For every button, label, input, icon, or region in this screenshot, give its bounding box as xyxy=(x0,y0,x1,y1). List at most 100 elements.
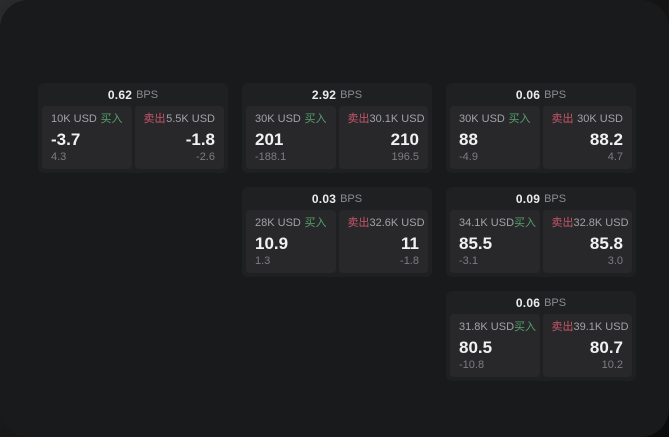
buy-panel[interactable]: 31.8K USD 买入 80.5 -10.8 xyxy=(450,314,540,377)
sell-tag: 卖出 xyxy=(551,113,574,125)
buy-tag: 买入 xyxy=(100,113,123,125)
sell-delta: -2.6 xyxy=(196,150,215,163)
sell-panel[interactable]: 卖出 32.6K USD 11 -1.8 xyxy=(338,210,428,273)
buy-panel-header: 28K USD 买入 xyxy=(255,217,327,229)
sell-panel[interactable]: 卖出 32.8K USD 85.8 3.0 xyxy=(542,210,632,273)
buy-panel[interactable]: 30K USD 买入 88 -4.9 xyxy=(450,106,540,169)
buy-delta: -3.1 xyxy=(459,254,478,267)
sell-amount: 5.5K USD xyxy=(166,113,215,125)
sell-panel-header: 卖出 30K USD xyxy=(552,113,624,125)
card-header: 0.09 BPS xyxy=(446,187,636,210)
sell-delta: 3.0 xyxy=(607,254,623,267)
bps-unit-label: BPS xyxy=(544,88,567,101)
buy-panel-header: 10K USD 买入 xyxy=(51,113,123,125)
buy-delta: -188.1 xyxy=(255,150,287,163)
buy-amount: 28K USD xyxy=(255,217,301,229)
buy-panel[interactable]: 28K USD 买入 10.9 1.3 xyxy=(246,210,336,273)
sell-panel-header: 卖出 32.6K USD xyxy=(348,217,425,229)
bps-value: 0.62 xyxy=(107,87,133,102)
quote-card[interactable]: 2.92 BPS 30K USD 买入 201 -188.1 卖出 30.1K … xyxy=(242,83,432,173)
card-body: 10K USD 买入 -3.7 4.3 卖出 5.5K USD -1.8 -2.… xyxy=(38,106,228,173)
card-header: 0.06 BPS xyxy=(446,291,636,314)
buy-delta: 4.3 xyxy=(51,150,67,163)
sell-value: 210 xyxy=(390,129,419,149)
bps-value: 2.92 xyxy=(311,87,337,102)
sell-tag: 卖出 xyxy=(347,113,370,125)
buy-amount: 30K USD xyxy=(459,113,505,125)
sell-panel-header: 卖出 5.5K USD xyxy=(144,113,216,125)
buy-tag: 买入 xyxy=(514,217,537,229)
bps-value: 0.09 xyxy=(515,191,541,206)
sell-value: 88.2 xyxy=(589,129,623,149)
sell-panel[interactable]: 卖出 39.1K USD 80.7 10.2 xyxy=(542,314,632,377)
buy-tag: 买入 xyxy=(508,113,531,125)
sell-panel-header: 卖出 32.8K USD xyxy=(551,217,629,229)
buy-panel-header: 30K USD 买入 xyxy=(255,113,327,125)
card-body: 34.1K USD 买入 85.5 -3.1 卖出 32.8K USD 85.8… xyxy=(446,210,636,277)
buy-value: 10.9 xyxy=(255,233,289,253)
buy-panel[interactable]: 34.1K USD 买入 85.5 -3.1 xyxy=(450,210,540,273)
card-body: 31.8K USD 买入 80.5 -10.8 卖出 39.1K USD 80.… xyxy=(446,314,636,381)
bps-unit-label: BPS xyxy=(544,192,567,205)
sell-value: 11 xyxy=(401,233,419,253)
sell-delta: 4.7 xyxy=(607,150,623,163)
buy-panel[interactable]: 10K USD 买入 -3.7 4.3 xyxy=(42,106,132,169)
sell-panel[interactable]: 卖出 30K USD 88.2 4.7 xyxy=(542,106,632,169)
buy-tag: 买入 xyxy=(514,321,537,333)
quote-card[interactable]: 0.62 BPS 10K USD 买入 -3.7 4.3 卖出 5.5K USD… xyxy=(38,83,228,173)
buy-delta: -4.9 xyxy=(459,150,478,163)
card-header: 2.92 BPS xyxy=(242,83,432,106)
buy-value: 85.5 xyxy=(459,233,493,253)
sell-panel[interactable]: 卖出 5.5K USD -1.8 -2.6 xyxy=(134,106,224,169)
card-header: 0.06 BPS xyxy=(446,83,636,106)
bps-unit-label: BPS xyxy=(136,88,159,101)
quote-card[interactable]: 0.03 BPS 28K USD 买入 10.9 1.3 卖出 32.6K US… xyxy=(242,187,432,277)
buy-tag: 买入 xyxy=(304,217,327,229)
buy-delta: 1.3 xyxy=(255,254,271,267)
bps-value: 0.06 xyxy=(515,87,541,102)
buy-value: 201 xyxy=(255,129,284,149)
sell-amount: 30K USD xyxy=(577,113,623,125)
card-header: 0.62 BPS xyxy=(38,83,228,106)
buy-panel[interactable]: 30K USD 买入 201 -188.1 xyxy=(246,106,336,169)
card-body: 30K USD 买入 88 -4.9 卖出 30K USD 88.2 4.7 xyxy=(446,106,636,173)
sell-panel-header: 卖出 30.1K USD xyxy=(347,113,425,125)
card-body: 28K USD 买入 10.9 1.3 卖出 32.6K USD 11 -1.8 xyxy=(242,210,432,277)
sell-panel[interactable]: 卖出 30.1K USD 210 196.5 xyxy=(338,106,428,169)
card-header: 0.03 BPS xyxy=(242,187,432,210)
sell-amount: 39.1K USD xyxy=(573,321,629,333)
buy-value: 80.5 xyxy=(459,337,493,357)
sell-tag: 卖出 xyxy=(551,217,574,229)
sell-panel-header: 卖出 39.1K USD xyxy=(551,321,629,333)
sell-value: -1.8 xyxy=(185,129,215,149)
sell-amount: 32.6K USD xyxy=(369,217,425,229)
bps-unit-label: BPS xyxy=(340,192,363,205)
sell-amount: 32.8K USD xyxy=(573,217,629,229)
buy-panel-header: 30K USD 买入 xyxy=(459,113,531,125)
sell-delta: 10.2 xyxy=(601,358,623,371)
buy-panel-header: 31.8K USD 买入 xyxy=(459,321,536,333)
quote-card[interactable]: 0.09 BPS 34.1K USD 买入 85.5 -3.1 卖出 32.8K… xyxy=(446,187,636,277)
sell-value: 80.7 xyxy=(589,337,623,357)
bps-value: 0.03 xyxy=(311,191,337,206)
sell-delta: -1.8 xyxy=(400,254,419,267)
buy-amount: 10K USD xyxy=(51,113,97,125)
cards-grid: 0.62 BPS 10K USD 买入 -3.7 4.3 卖出 5.5K USD… xyxy=(38,83,636,381)
buy-delta: -10.8 xyxy=(459,358,485,371)
buy-amount: 31.8K USD xyxy=(459,321,515,333)
bps-unit-label: BPS xyxy=(340,88,363,101)
buy-amount: 30K USD xyxy=(255,113,301,125)
sell-delta: 196.5 xyxy=(391,150,419,163)
bps-unit-label: BPS xyxy=(544,296,567,309)
sell-tag: 卖出 xyxy=(143,113,166,125)
bps-value: 0.06 xyxy=(515,295,541,310)
sell-amount: 30.1K USD xyxy=(369,113,425,125)
quote-card[interactable]: 0.06 BPS 30K USD 买入 88 -4.9 卖出 30K USD 8… xyxy=(446,83,636,173)
buy-panel-header: 34.1K USD 买入 xyxy=(459,217,536,229)
buy-amount: 34.1K USD xyxy=(459,217,515,229)
quote-card[interactable]: 0.06 BPS 31.8K USD 买入 80.5 -10.8 卖出 39.1… xyxy=(446,291,636,381)
buy-value: -3.7 xyxy=(51,129,81,149)
sell-tag: 卖出 xyxy=(551,321,574,333)
buy-tag: 买入 xyxy=(304,113,327,125)
